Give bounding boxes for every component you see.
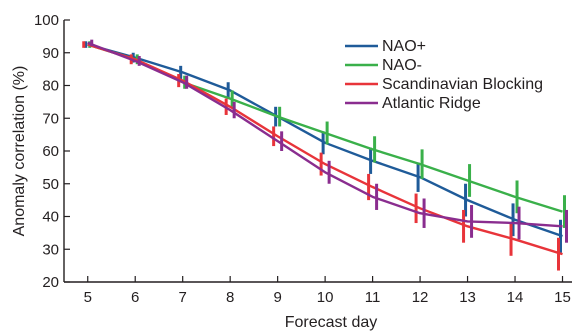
legend-label: NAO- — [382, 57, 422, 74]
x-tick-label: 6 — [131, 289, 139, 306]
y-tick-label: 70 — [42, 110, 59, 127]
x-tick-label: 8 — [226, 289, 234, 306]
series-line — [87, 43, 563, 238]
x-tick-label: 14 — [507, 289, 524, 306]
legend-item: NAO+ — [345, 38, 426, 55]
legend-item: NAO- — [345, 57, 422, 74]
y-tick-label: 30 — [42, 241, 59, 258]
legend-label: Atlantic Ridge — [382, 95, 481, 112]
series-line — [87, 41, 563, 228]
series-0 — [84, 41, 563, 253]
legend-label: NAO+ — [382, 38, 426, 55]
axes: 20 30 40 50 60 70 80 90 100 5 6 7 8 9 10 11 12 13 14 15 — [34, 12, 572, 306]
y-tick-label: 20 — [42, 274, 59, 291]
y-tick-label: 90 — [42, 45, 59, 62]
x-tick-label: 13 — [459, 289, 476, 306]
series-2 — [82, 41, 563, 271]
legend-item: Atlantic Ridge — [345, 95, 481, 112]
x-tick-label: 7 — [179, 289, 187, 306]
y-tick-label: 40 — [42, 209, 59, 226]
x-tick-label: 11 — [365, 289, 381, 306]
y-tick-label: 100 — [34, 12, 59, 29]
y-tick-label: 80 — [42, 78, 59, 95]
series-line — [87, 43, 563, 256]
x-tick-label: 15 — [554, 289, 571, 306]
x-tick-label: 9 — [273, 289, 281, 306]
x-tick-label: 12 — [412, 289, 429, 306]
y-tick-label: 60 — [42, 143, 59, 160]
y-axis-title: Anomaly correlation (%) — [11, 66, 28, 237]
series-3 — [87, 39, 569, 243]
legend: NAO+ NAO- Scandinavian Blocking Atlantic Ri… — [345, 38, 543, 112]
x-tick-label: 5 — [84, 289, 92, 306]
legend-label: Scandinavian Blocking — [382, 76, 543, 93]
x-axis-title: Forecast day — [285, 314, 377, 331]
y-tick-label: 50 — [42, 176, 59, 193]
series-layer — [82, 39, 569, 271]
legend-item: Scandinavian Blocking — [345, 76, 543, 93]
x-tick-label: 10 — [317, 289, 334, 306]
